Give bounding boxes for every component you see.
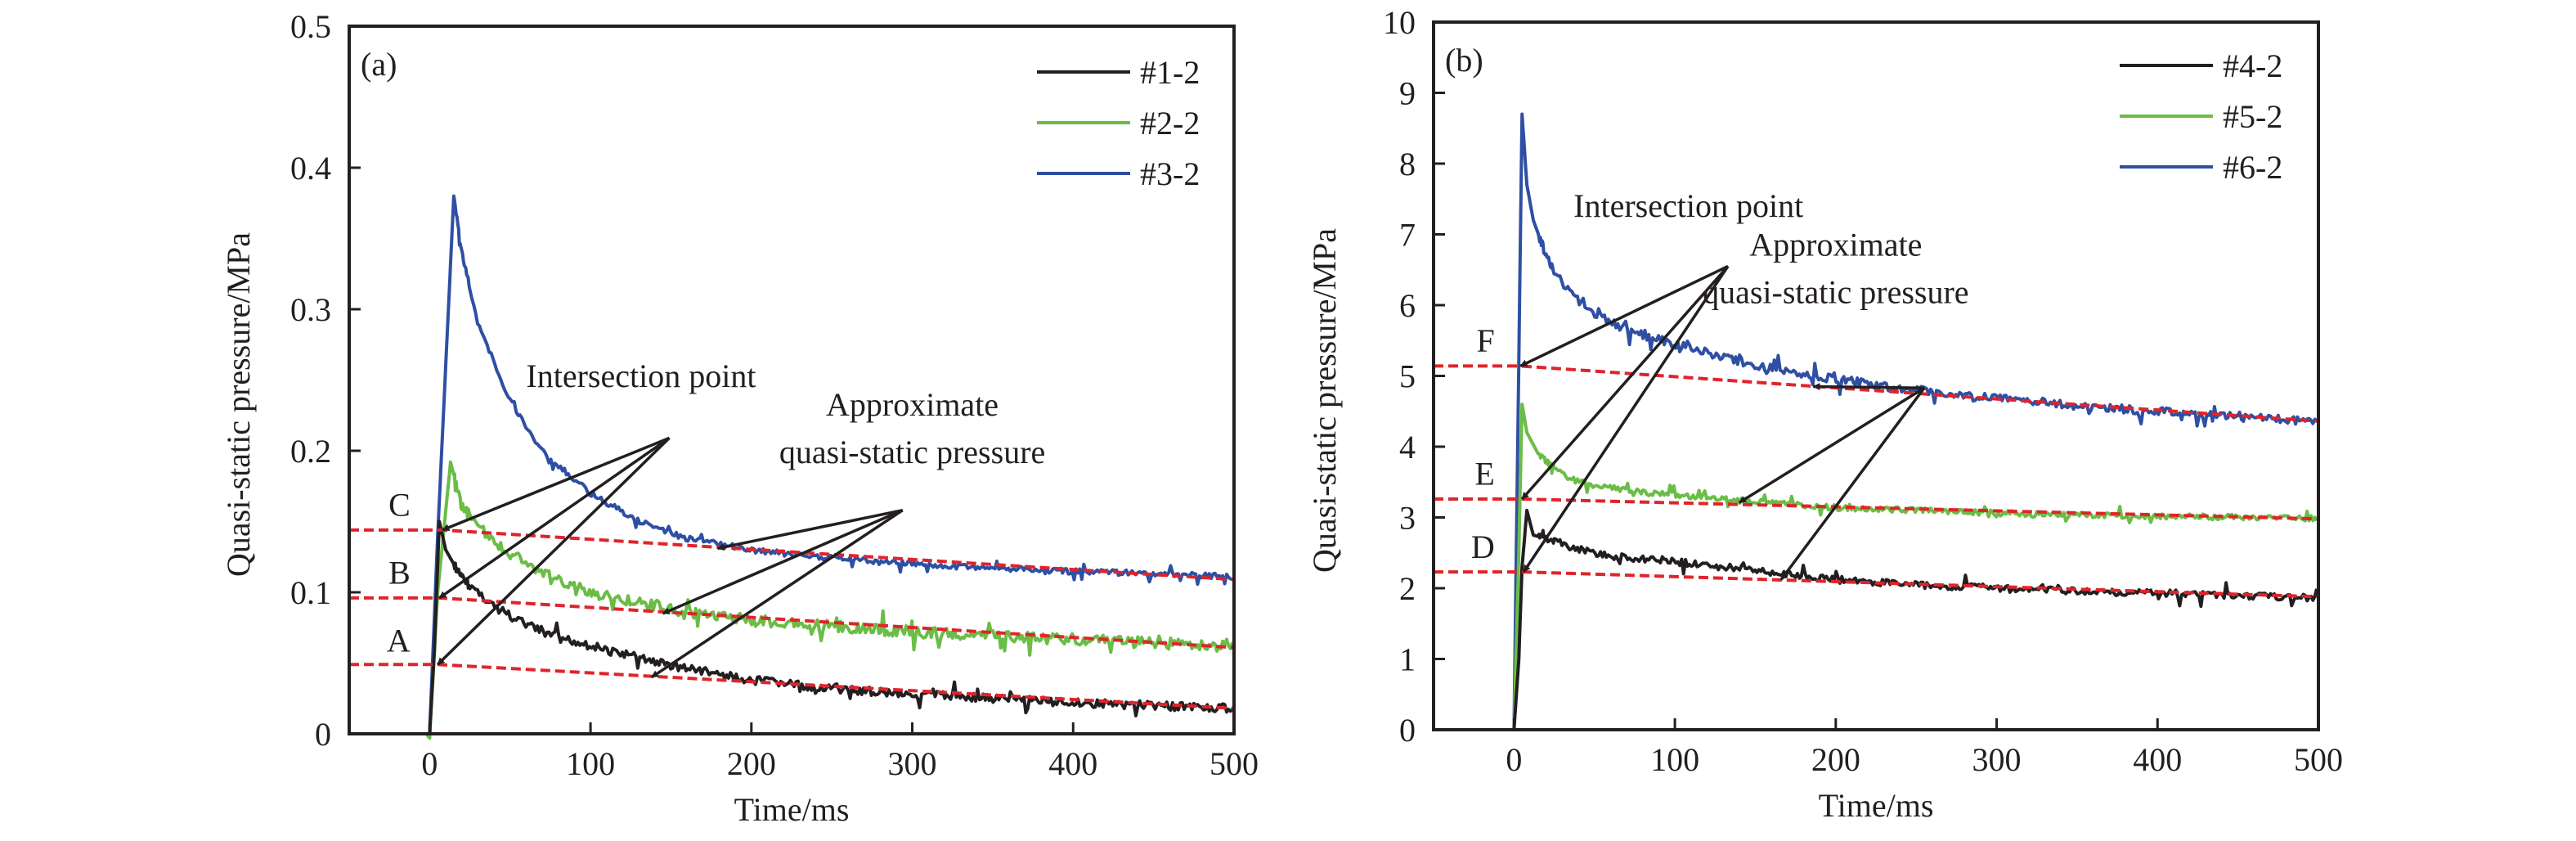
annotation-arrow — [650, 509, 904, 679]
x-tick-label: 400 — [2133, 741, 2182, 778]
point-label-F: F — [1477, 322, 1495, 359]
x-tick-label: 100 — [566, 745, 615, 782]
x-tick-label: 200 — [1811, 741, 1860, 778]
y-tick-label: 10 — [1383, 4, 1416, 41]
legend-label: #6-2 — [2223, 149, 2282, 186]
annotation-approx-quasi-static-pressure: quasi-static pressure — [1703, 273, 1968, 310]
annotation-arrow — [1779, 387, 1926, 581]
plot-frame — [348, 25, 1236, 735]
y-tick-label: 4 — [1399, 429, 1416, 465]
y-tick-label: 7 — [1399, 217, 1416, 254]
point-label-C: C — [388, 487, 411, 524]
point-label-E: E — [1474, 456, 1494, 492]
y-axis-label: Quasi-static pressure/MPa — [220, 232, 257, 577]
series-line-2-2 — [424, 460, 1234, 740]
chart-panel-a: 0 100 200 300 400 500 0 0.1 0.2 0.3 0.4 0.5 (a) Tim… — [220, 8, 1259, 828]
annotation-arrow — [1519, 264, 1729, 367]
legend-label: #2-2 — [1140, 105, 1200, 142]
annotation-arrow — [1520, 265, 1730, 501]
point-label-A: A — [387, 623, 411, 659]
annotation-arrow — [438, 436, 671, 600]
y-tick-label: 0.1 — [290, 574, 331, 611]
annotation-arrow — [442, 436, 671, 532]
panel-label: (a) — [361, 46, 397, 83]
panel-label: (b) — [1445, 42, 1483, 79]
annotation-arrows-layer — [436, 436, 904, 679]
x-tick-label: 400 — [1048, 745, 1097, 782]
plot-frame — [1432, 20, 2320, 731]
x-tick-label: 0 — [421, 745, 438, 782]
point-label-D: D — [1471, 528, 1495, 565]
x-tick-label: 0 — [1506, 741, 1522, 778]
y-tick-label: 1 — [1399, 641, 1416, 678]
annotation-arrow — [1738, 386, 1925, 504]
fit-line-F — [1434, 364, 2319, 423]
point-label-B: B — [388, 555, 411, 591]
series-line-4-2 — [1510, 508, 2318, 731]
legend-label: #1-2 — [1140, 54, 1200, 91]
fit-line-D — [1434, 570, 2319, 599]
x-tick-label: 200 — [727, 745, 776, 782]
y-tick-label: 0.4 — [290, 150, 331, 187]
ticks-layer: 0 100 200 300 400 500 0 0.1 0.2 0.3 0.4 0.5 — [290, 8, 1259, 782]
fit-lines-layer — [1434, 364, 2319, 599]
fit-line-A — [349, 663, 1235, 710]
legend: #4-2 #5-2 #6-2 — [2120, 47, 2282, 186]
legend-label: #3-2 — [1140, 155, 1200, 192]
y-tick-label: 9 — [1399, 75, 1416, 112]
annotation-arrow — [662, 509, 904, 615]
annotation-intersection-point: Intersection point — [526, 358, 756, 394]
x-tick-label: 300 — [1972, 741, 2022, 778]
series-line-6-2 — [1510, 112, 2318, 731]
annotation-arrow — [716, 508, 904, 551]
annotations-layer: Intersection point Approximate quasi-stati… — [526, 358, 1045, 470]
x-tick-label: 500 — [1209, 745, 1259, 782]
x-tick-label: 500 — [2294, 741, 2343, 778]
y-tick-label: 8 — [1399, 146, 1416, 182]
x-tick-label: 100 — [1650, 741, 1699, 778]
y-tick-label: 3 — [1399, 500, 1416, 537]
annotation-approx-quasi-static-pressure: quasi-static pressure — [779, 434, 1045, 470]
annotation-approx-quasi-static-pressure: Approximate — [1749, 226, 1922, 263]
annotation-arrow — [436, 437, 671, 666]
chart-panel-b: 0 100 200 300 400 500 0 1 2 3 4 5 6 7 8 9 10 (b) Time/ms… — [1306, 4, 2343, 824]
y-tick-label: 2 — [1399, 570, 1416, 607]
annotation-approx-quasi-static-pressure: Approximate — [826, 386, 999, 423]
annotation-arrow — [1522, 265, 1730, 573]
series-line-1-2 — [425, 519, 1234, 735]
annotation-arrow — [1812, 383, 1925, 391]
y-tick-label: 0 — [1399, 712, 1416, 749]
legend: #1-2 #2-2 #3-2 — [1037, 54, 1200, 192]
y-tick-label: 0.3 — [290, 291, 331, 328]
y-axis-label: Quasi-static pressure/MPa — [1306, 228, 1343, 573]
legend-label: #5-2 — [2223, 98, 2282, 135]
x-tick-label: 300 — [888, 745, 937, 782]
x-axis-label: Time/ms — [1819, 787, 1934, 824]
ticks-layer: 0 100 200 300 400 500 0 1 2 3 4 5 6 7 8 9 10 — [1383, 4, 2343, 778]
x-axis-label: Time/ms — [734, 791, 850, 828]
y-tick-label: 5 — [1399, 358, 1416, 395]
y-tick-label: 0 — [315, 716, 331, 753]
annotation-arrows-layer — [1519, 264, 1926, 581]
y-tick-label: 0.5 — [290, 8, 331, 45]
series-line-5-2 — [1510, 403, 2318, 731]
annotation-intersection-point: Intersection point — [1573, 187, 1803, 224]
y-tick-label: 6 — [1399, 287, 1416, 324]
legend-label: #4-2 — [2223, 47, 2282, 84]
y-tick-label: 0.2 — [290, 433, 331, 470]
